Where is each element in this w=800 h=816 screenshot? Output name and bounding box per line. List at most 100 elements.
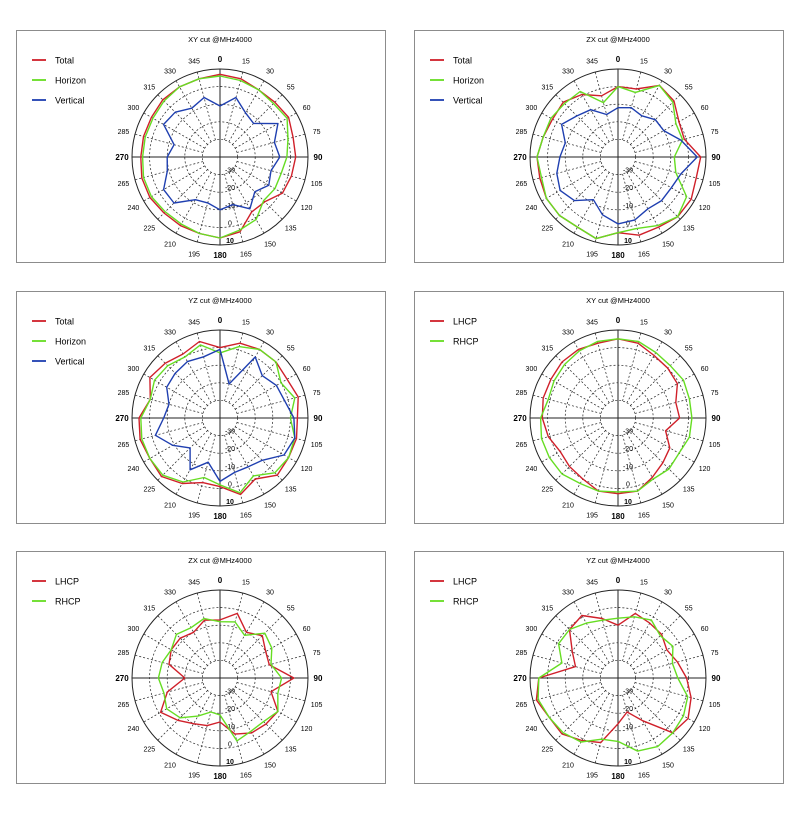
angle-tick-label: 165 bbox=[240, 513, 252, 520]
angle-tick-label: 90 bbox=[712, 153, 721, 162]
angle-tick-label: 150 bbox=[264, 763, 276, 770]
grid-spoke bbox=[157, 94, 208, 145]
angle-tick-label: 180 bbox=[213, 251, 227, 260]
series-line-lhcp bbox=[541, 338, 681, 495]
angle-tick-label: 150 bbox=[264, 503, 276, 510]
radial-tick-label: -30 bbox=[225, 429, 235, 436]
angle-tick-label: 120 bbox=[699, 205, 711, 212]
angle-tick-label: 0 bbox=[616, 576, 621, 585]
angle-tick-label: 225 bbox=[541, 487, 553, 494]
radial-tick-label: -10 bbox=[225, 464, 235, 471]
angle-tick-label: 330 bbox=[164, 68, 176, 75]
chart-title: XY cut @MHz4000 bbox=[586, 296, 650, 305]
polar-panel-3: YZ cut @MHz4000 0 15 30 55 60 75 90 105 120 135 150… bbox=[16, 291, 386, 524]
angle-tick-label: 225 bbox=[541, 747, 553, 754]
angle-tick-label: 315 bbox=[143, 605, 155, 612]
angle-tick-label: 120 bbox=[699, 726, 711, 733]
radial-tick-label: 10 bbox=[624, 499, 632, 506]
angle-tick-label: 265 bbox=[118, 181, 130, 188]
angle-tick-label: 75 bbox=[313, 650, 321, 657]
series-line-horizon bbox=[536, 84, 688, 240]
polar-panel-1: XY cut @MHz4000 0 15 30 55 60 75 90 105 120 135 150… bbox=[16, 30, 386, 263]
angle-tick-label: 270 bbox=[513, 414, 527, 423]
angle-tick-label: 150 bbox=[662, 503, 674, 510]
angle-tick-label: 0 bbox=[218, 55, 223, 64]
angle-tick-label: 55 bbox=[287, 605, 295, 612]
angle-tick-label: 195 bbox=[188, 513, 200, 520]
angle-tick-label: 225 bbox=[143, 226, 155, 233]
angle-tick-label: 345 bbox=[188, 579, 200, 586]
radial-tick-label: -20 bbox=[623, 706, 633, 713]
angle-tick-label: 135 bbox=[285, 487, 297, 494]
radial-tick-label: -30 bbox=[623, 689, 633, 696]
angle-tick-label: 75 bbox=[711, 129, 719, 136]
angle-tick-label: 90 bbox=[712, 414, 721, 423]
angle-tick-label: 330 bbox=[164, 329, 176, 336]
angle-tick-label: 105 bbox=[709, 702, 721, 709]
series-line-rhcp bbox=[539, 338, 693, 493]
chart-title: YZ cut @MHz4000 bbox=[586, 556, 649, 565]
angle-tick-label: 0 bbox=[218, 316, 223, 325]
angle-tick-label: 55 bbox=[685, 345, 693, 352]
radial-tick-label: -10 bbox=[623, 724, 633, 731]
angle-tick-label: 75 bbox=[711, 390, 719, 397]
angle-tick-label: 240 bbox=[526, 726, 538, 733]
angle-tick-label: 30 bbox=[664, 329, 672, 336]
angle-tick-label: 60 bbox=[303, 105, 311, 112]
angle-tick-label: 60 bbox=[701, 626, 709, 633]
angle-tick-label: 55 bbox=[287, 345, 295, 352]
series-line-vertical bbox=[556, 106, 698, 225]
angle-tick-label: 15 bbox=[242, 579, 250, 586]
angle-tick-label: 330 bbox=[562, 68, 574, 75]
grid-spoke bbox=[235, 426, 297, 463]
angle-tick-label: 315 bbox=[541, 605, 553, 612]
angle-tick-label: 30 bbox=[266, 68, 274, 75]
angle-tick-label: 15 bbox=[640, 58, 648, 65]
angle-tick-label: 90 bbox=[314, 674, 323, 683]
angle-tick-label: 265 bbox=[516, 181, 528, 188]
angle-tick-label: 300 bbox=[526, 626, 538, 633]
angle-tick-label: 90 bbox=[314, 414, 323, 423]
angle-tick-label: 210 bbox=[562, 763, 574, 770]
angle-tick-label: 105 bbox=[709, 442, 721, 449]
angle-tick-label: 265 bbox=[118, 442, 130, 449]
angle-tick-label: 285 bbox=[118, 129, 130, 136]
angle-tick-label: 315 bbox=[143, 345, 155, 352]
angle-tick-label: 105 bbox=[709, 181, 721, 188]
angle-tick-label: 90 bbox=[314, 153, 323, 162]
series-line-vertical bbox=[162, 96, 281, 211]
angle-tick-label: 240 bbox=[128, 726, 140, 733]
angle-tick-label: 120 bbox=[699, 466, 711, 473]
angle-tick-label: 135 bbox=[683, 226, 695, 233]
legend-label: Total bbox=[453, 56, 472, 66]
angle-tick-label: 15 bbox=[242, 58, 250, 65]
angle-tick-label: 150 bbox=[662, 242, 674, 249]
radial-tick-label: -10 bbox=[623, 203, 633, 210]
angle-tick-label: 180 bbox=[213, 512, 227, 521]
angle-tick-label: 195 bbox=[586, 513, 598, 520]
legend-label: Horizon bbox=[55, 337, 86, 347]
angle-tick-label: 315 bbox=[541, 84, 553, 91]
angle-tick-label: 30 bbox=[664, 68, 672, 75]
series-line-rhcp bbox=[157, 617, 283, 742]
angle-tick-label: 195 bbox=[586, 773, 598, 780]
angle-tick-label: 0 bbox=[218, 576, 223, 585]
angle-tick-label: 180 bbox=[611, 251, 625, 260]
grid-spoke bbox=[555, 355, 606, 406]
radial-tick-label: -20 bbox=[225, 185, 235, 192]
angle-tick-label: 60 bbox=[701, 366, 709, 373]
radial-tick-label: 10 bbox=[226, 238, 234, 245]
grid-spoke bbox=[532, 682, 602, 702]
grid-spoke bbox=[532, 654, 602, 674]
angle-tick-label: 60 bbox=[701, 105, 709, 112]
radial-tick-label: 10 bbox=[624, 238, 632, 245]
angle-tick-label: 225 bbox=[143, 487, 155, 494]
angle-tick-label: 180 bbox=[611, 772, 625, 781]
grid-spoke bbox=[555, 615, 606, 666]
radial-tick-label: -10 bbox=[623, 464, 633, 471]
polar-chart-svg: ZX cut @MHz4000 0 15 30 55 60 75 90 105 120 135 150… bbox=[430, 35, 721, 260]
radial-tick-label: 10 bbox=[226, 499, 234, 506]
legend-label: RHCP bbox=[55, 597, 81, 607]
angle-tick-label: 55 bbox=[685, 605, 693, 612]
angle-tick-label: 135 bbox=[683, 487, 695, 494]
